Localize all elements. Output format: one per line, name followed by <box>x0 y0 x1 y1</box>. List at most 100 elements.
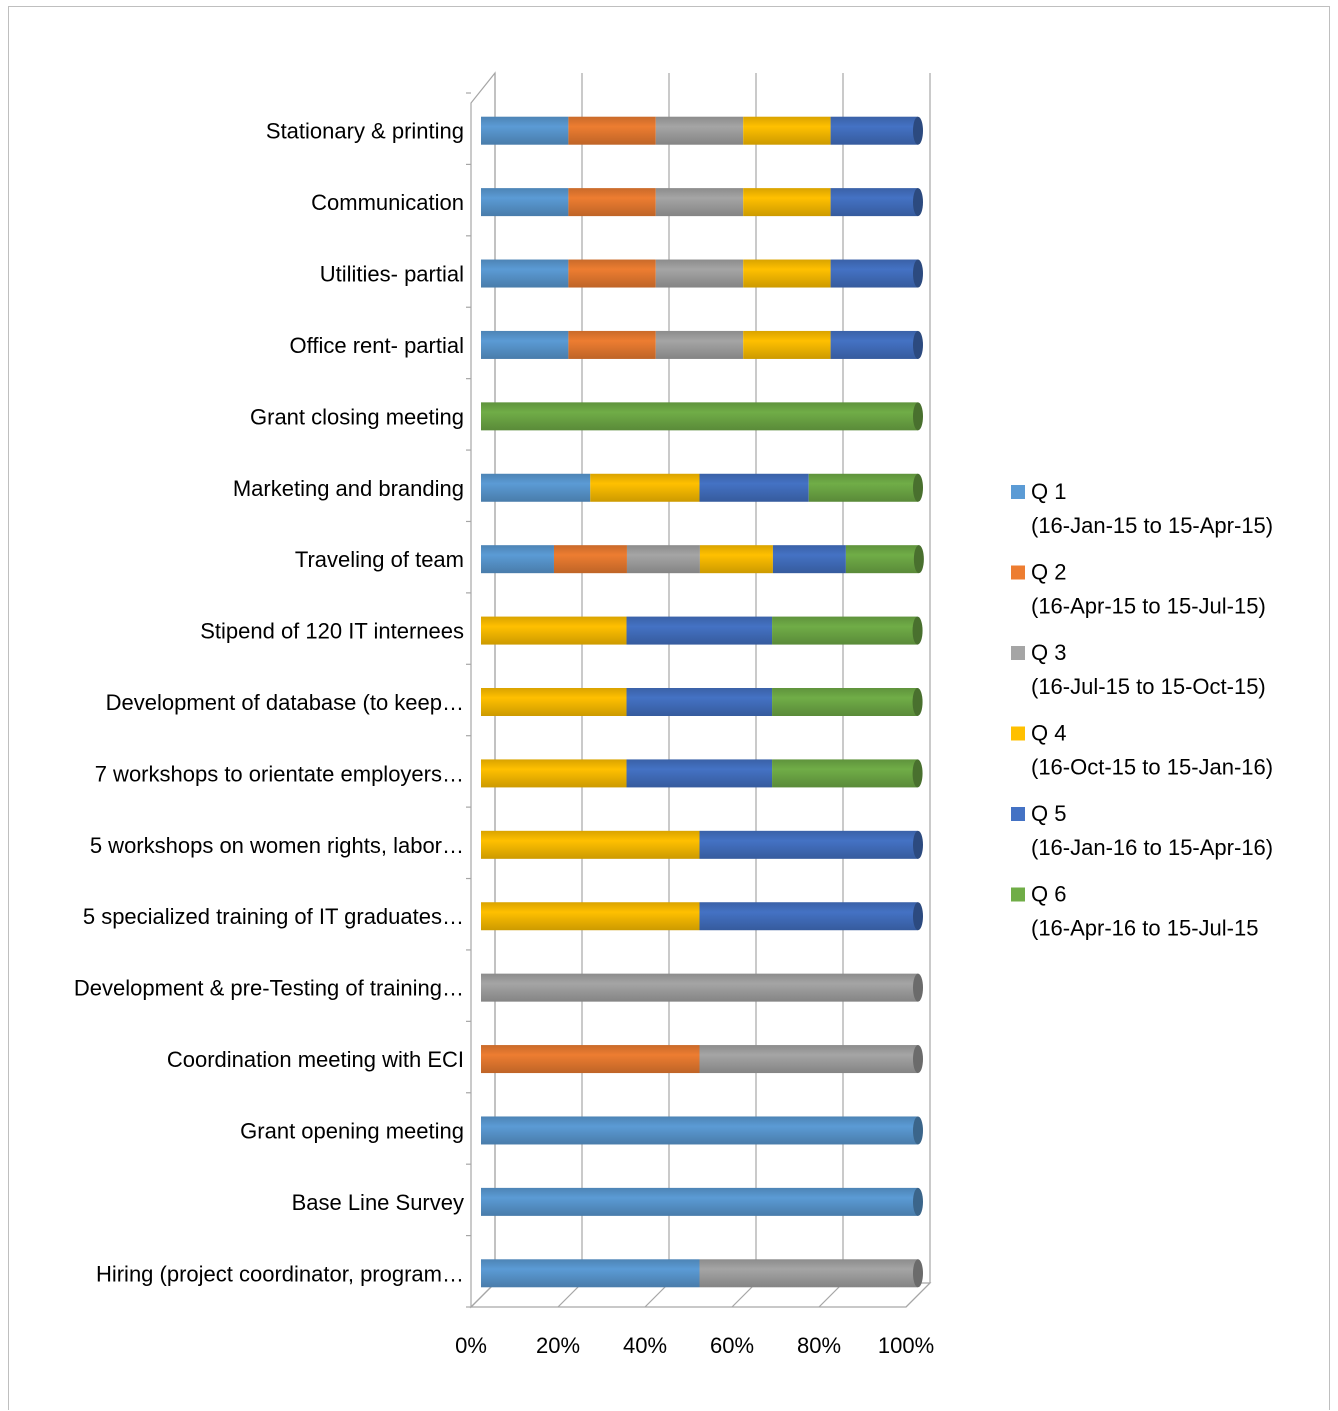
legend-label: Q 6 <box>1031 882 1066 907</box>
legend-label-dates: (16-Jan-16 to 15-Apr-16) <box>1031 835 1273 860</box>
legend-label-dates: (16-Jul-15 to 15-Oct-15) <box>1031 674 1266 699</box>
bar-end-cap <box>913 330 923 359</box>
category-label: 5 workshops on women rights, labor… <box>90 833 464 858</box>
bar-segment <box>830 116 918 145</box>
legend-swatch <box>1011 485 1025 499</box>
category-label: Marketing and branding <box>233 476 464 501</box>
bar-segment <box>699 473 809 502</box>
bar-segment <box>553 545 627 574</box>
bar-segment <box>481 830 700 859</box>
legend-label-dates: (16-Apr-15 to 15-Jul-15) <box>1031 594 1266 619</box>
bar-segment <box>568 188 656 217</box>
bar-segment <box>772 616 918 645</box>
floor-tick <box>905 1282 931 1308</box>
chart-svg: Stationary & printing Communication Utilit… <box>74 71 1273 1358</box>
category-label: Utilities- partial <box>320 262 464 287</box>
bar-segment <box>626 616 773 645</box>
x-tick-label: 60% <box>710 1333 754 1358</box>
bar-segment <box>655 330 744 359</box>
bar-segment <box>481 259 569 288</box>
category-label: Stationary & printing <box>266 119 464 144</box>
bar-segment <box>481 759 627 788</box>
bar-segment <box>481 1187 918 1216</box>
bar-segment <box>699 830 918 859</box>
x-tick-label: 0% <box>455 1333 487 1358</box>
bar-segment <box>772 545 846 574</box>
bar-end-cap <box>913 1259 923 1288</box>
bar-end-cap <box>913 1116 923 1145</box>
category-label: 5 specialized training of IT graduates… <box>83 904 464 929</box>
bar-segment <box>655 259 744 288</box>
category-label: Coordination meeting with ECI <box>167 1047 464 1072</box>
bar-end-cap <box>913 973 923 1002</box>
bar-segment <box>568 259 656 288</box>
legend-label: Q 1 <box>1031 479 1066 504</box>
bar-segment <box>481 116 569 145</box>
bar-end-cap <box>912 616 923 645</box>
x-axis-ticks: 0% 20% 40% 60% 80% 100% <box>455 1333 934 1358</box>
bar-segment <box>699 1045 918 1074</box>
bar-segment <box>481 616 627 645</box>
bar-segment <box>743 116 831 145</box>
bar-end-cap <box>912 688 923 716</box>
legend: Q 1 (16-Jan-15 to 15-Apr-15) Q 2 (16-Apr-15… <box>1011 479 1273 941</box>
bar-segment <box>830 330 918 359</box>
bar-segment <box>568 116 656 145</box>
legend-label-dates: (16-Apr-16 to 15-Jul-15 <box>1031 916 1258 941</box>
bar-end-cap <box>913 259 923 288</box>
bar-end-cap <box>913 473 923 502</box>
bar-segment <box>655 116 744 145</box>
bar-segment <box>481 1259 700 1288</box>
category-label: Stipend of 120 IT internees <box>200 619 464 644</box>
bar-segment <box>808 473 918 502</box>
category-label: Hiring (project coordinator, program… <box>96 1261 464 1286</box>
legend-label: Q 2 <box>1031 560 1066 585</box>
bar-segment <box>481 973 918 1002</box>
bar-end-cap <box>913 830 923 859</box>
bar-segment <box>626 759 773 788</box>
legend-swatch <box>1011 807 1025 821</box>
bar-segment <box>699 1259 918 1288</box>
bar-segment <box>481 545 554 574</box>
category-label: 7 workshops to orientate employers… <box>95 761 464 786</box>
bar-end-cap <box>913 402 923 431</box>
bar-segment <box>830 188 918 217</box>
bar-segment <box>743 188 831 217</box>
x-tick-label: 100% <box>878 1333 934 1358</box>
category-label: Communication <box>311 190 464 215</box>
bar-segment <box>626 688 773 716</box>
x-tick-label: 80% <box>797 1333 841 1358</box>
category-labels: Stationary & printing Communication Utilit… <box>74 119 464 1287</box>
legend-swatch <box>1011 887 1025 902</box>
legend-label-dates: (16-Jan-15 to 15-Apr-15) <box>1031 513 1273 538</box>
bar-end-cap <box>913 1187 923 1216</box>
bar-segment <box>568 330 656 359</box>
bar-segment <box>481 902 700 931</box>
chart-frame: Stationary & printing Communication Utilit… <box>8 6 1330 1410</box>
legend-label: Q 5 <box>1031 801 1066 826</box>
bar-segment <box>481 188 569 217</box>
bar-end-cap <box>913 902 923 931</box>
legend-swatch <box>1011 646 1025 660</box>
bar-segment <box>655 188 744 217</box>
bar-end-cap <box>913 116 923 145</box>
category-label: Base Line Survey <box>292 1190 464 1215</box>
bar-segment <box>743 259 831 288</box>
chart-bars <box>481 116 924 1288</box>
legend-label-dates: (16-Oct-15 to 15-Jan-16) <box>1031 755 1273 780</box>
bar-segment <box>699 902 918 931</box>
legend-label: Q 4 <box>1031 721 1066 746</box>
bar-segment <box>590 473 700 502</box>
bar-segment <box>772 688 918 716</box>
bar-segment <box>481 1116 918 1145</box>
category-label: Development & pre-Testing of training… <box>74 976 464 1001</box>
category-label: Office rent- partial <box>290 333 464 358</box>
bar-segment <box>743 330 831 359</box>
x-tick-label: 20% <box>536 1333 580 1358</box>
bar-segment <box>481 473 591 502</box>
legend-swatch <box>1011 726 1025 741</box>
bar-end-cap <box>912 759 923 788</box>
category-label: Development of database (to keep… <box>106 690 464 715</box>
bar-segment <box>845 545 919 574</box>
bar-segment <box>830 259 918 288</box>
